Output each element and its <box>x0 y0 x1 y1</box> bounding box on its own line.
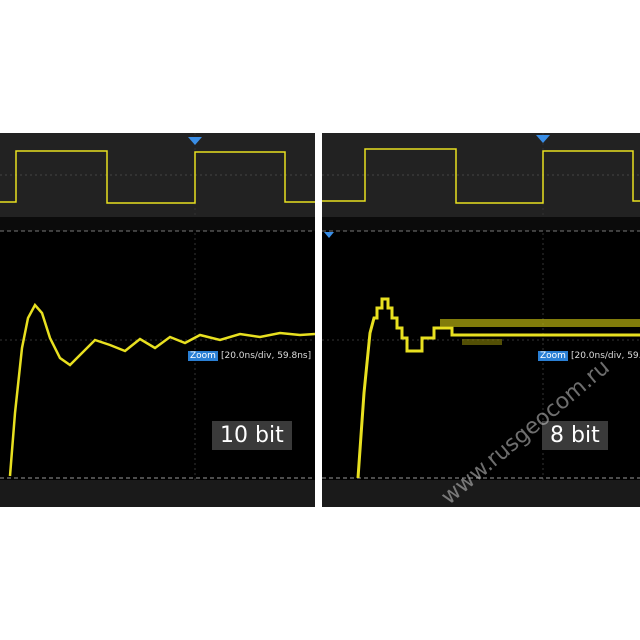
level-marker-icon[interactable] <box>324 232 334 238</box>
bit-label: 8 bit <box>542 421 608 450</box>
zoom-info: [20.0ns/div, 59.8ns] <box>570 351 640 361</box>
zoom-label: Zoom[20.0ns/div, 59.8ns] <box>538 351 640 361</box>
zoom-tag[interactable]: Zoom <box>538 351 568 361</box>
trigger-marker-icon[interactable] <box>188 137 202 145</box>
panel-8bit: Zoom[20.0ns/div, 59.8ns] 8 bit <box>322 133 640 507</box>
zoom-info: [20.0ns/div, 59.8ns] <box>220 351 312 361</box>
panel-10bit: Zoom [20.0ns/div, 59.8ns] 10 bit <box>0 133 315 507</box>
trigger-marker-icon[interactable] <box>536 135 550 143</box>
waveform-8bit <box>322 133 640 507</box>
waveform-10bit <box>0 133 315 507</box>
bit-label: 10 bit <box>212 421 292 450</box>
zoom-label: Zoom[20.0ns/div, 59.8ns] <box>188 351 311 361</box>
zoom-tag[interactable]: Zoom <box>188 351 218 361</box>
